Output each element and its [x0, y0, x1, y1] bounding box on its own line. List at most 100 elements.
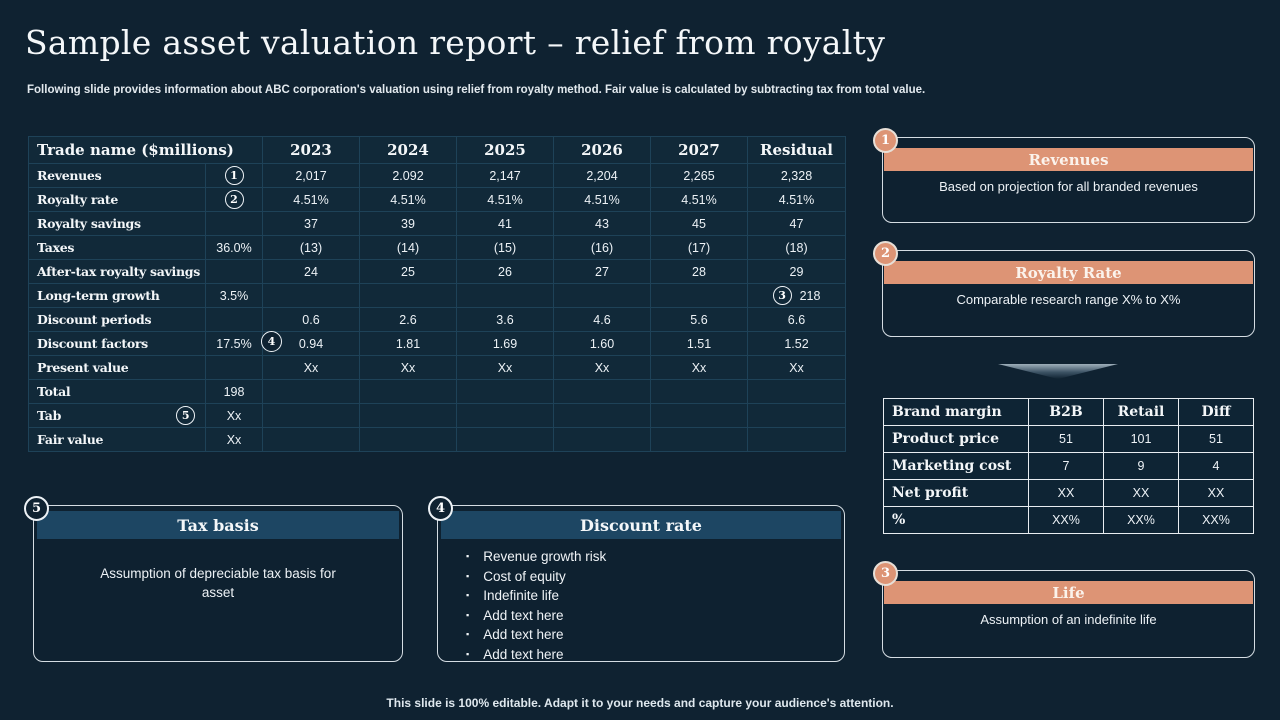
cell: 2,265	[650, 163, 748, 188]
row-label: Discount periods	[28, 307, 206, 332]
chevron-down-icon	[998, 364, 1118, 379]
residual-value: 218	[799, 288, 821, 303]
cell	[456, 427, 554, 452]
row-label: Royalty rate	[28, 187, 206, 212]
row-label: Fair value	[28, 427, 206, 452]
cell	[747, 379, 846, 404]
cell: XX%	[1028, 506, 1104, 534]
callout-title: Discount rate	[441, 511, 841, 539]
cell: 4.51%	[359, 187, 457, 212]
cell: 4.6	[553, 307, 651, 332]
col-header-2026: 2026	[553, 136, 651, 164]
cell-param	[205, 355, 263, 380]
cell: 4.51%	[553, 187, 651, 212]
number-marker-3: 3	[772, 286, 792, 305]
row-label: Total	[28, 379, 206, 404]
row-label: Present value	[28, 355, 206, 380]
cell: 4.51%	[262, 187, 360, 212]
cell: (18)	[747, 235, 846, 260]
cell-param	[205, 307, 263, 332]
table-row-taxes: Taxes 36.0% (13) (14) (15) (16) (17) (18…	[28, 235, 846, 260]
cell: (15)	[456, 235, 554, 260]
cell: 7	[1028, 452, 1104, 480]
cell: 1.51	[650, 331, 748, 356]
table-row-total: Total 198	[28, 379, 846, 404]
cell: 45	[650, 211, 748, 236]
cell-param: 198	[205, 379, 263, 404]
col-header-2023: 2023	[262, 136, 360, 164]
cell: 2.092	[359, 163, 457, 188]
cell: 4.51%	[456, 187, 554, 212]
row-label: Taxes	[28, 235, 206, 260]
cell: 29	[747, 259, 846, 284]
cell	[747, 427, 846, 452]
cell: XX%	[1103, 506, 1179, 534]
cell	[456, 283, 554, 308]
cell: 41	[456, 211, 554, 236]
cell: 2,147	[456, 163, 554, 188]
cell: (13)	[262, 235, 360, 260]
table-header-row: Trade name ($millions) 2023 2024 2025 20…	[28, 136, 846, 164]
cell-param: 1	[205, 163, 263, 188]
cell: 2.6	[359, 307, 457, 332]
cell: 27	[553, 259, 651, 284]
row-label: Revenues	[28, 163, 206, 188]
table-row-revenues: Revenues 1 2,017 2.092 2,147 2,204 2,265…	[28, 163, 846, 188]
cell	[262, 427, 360, 452]
cell-param: 17.5%	[205, 331, 263, 356]
cell: 26	[456, 259, 554, 284]
cell: Xx	[650, 355, 748, 380]
cell: XX	[1178, 479, 1254, 507]
cell: 2,328	[747, 163, 846, 188]
bullet-item: Add text here	[466, 607, 844, 627]
cell-param: Xx	[205, 403, 263, 428]
cell: Xx	[262, 355, 360, 380]
cell: XX%	[1178, 506, 1254, 534]
cell	[650, 403, 748, 428]
callout-title: Revenues	[884, 148, 1253, 171]
cell-param: 36.0%	[205, 235, 263, 260]
cell: 0.6	[262, 307, 360, 332]
cell: 39	[359, 211, 457, 236]
cell	[456, 403, 554, 428]
bullet-item: Add text here	[466, 626, 844, 646]
table-header-row: Brand margin B2B Retail Diff	[883, 398, 1254, 426]
cell-param	[205, 211, 263, 236]
cell: 4	[1178, 452, 1254, 480]
number-marker-5-badge: 5	[24, 496, 49, 521]
number-marker-5: 5	[176, 406, 195, 425]
cell	[359, 427, 457, 452]
callout-body: Comparable research range X% to X%	[956, 292, 1181, 307]
number-marker-3-badge: 3	[873, 561, 898, 586]
cell: Xx	[553, 355, 651, 380]
table-row-product-price: Product price 51 101 51	[883, 425, 1254, 453]
callout-body: Assumption of an indefinite life	[980, 612, 1157, 627]
table-row-royalty-savings: Royalty savings 37 39 41 43 45 47	[28, 211, 846, 236]
cell: 37	[262, 211, 360, 236]
table-row-after-tax-savings: After-tax royalty savings 24 25 26 27 28…	[28, 259, 846, 284]
cell: 28	[650, 259, 748, 284]
cell	[262, 403, 360, 428]
cell: XX	[1103, 479, 1179, 507]
cell	[650, 427, 748, 452]
callout-discount-rate: 4 Discount rate Revenue growth risk Cost…	[428, 496, 845, 665]
cell	[553, 379, 651, 404]
callout-tax-basis: 5 Tax basis Assumption of depreciable ta…	[24, 496, 403, 662]
cell: 4.51%	[650, 187, 748, 212]
cell	[650, 379, 748, 404]
bullet-item: Add text here	[466, 646, 844, 666]
cell: Xx	[456, 355, 554, 380]
cell-param: 2	[205, 187, 263, 212]
table-row-royalty-rate: Royalty rate 2 4.51% 4.51% 4.51% 4.51% 4…	[28, 187, 846, 212]
table-row-fair-value: Fair value Xx	[28, 427, 846, 452]
bullet-list: Revenue growth risk Cost of equity Indef…	[466, 548, 844, 665]
cell: Xx	[359, 355, 457, 380]
cell	[359, 403, 457, 428]
cell: 3.6	[456, 307, 554, 332]
number-marker-2: 2	[224, 190, 244, 209]
cell: 1.81	[359, 331, 457, 356]
cell: (17)	[650, 235, 748, 260]
callout-royalty-rate: 2 Royalty Rate Comparable research range…	[873, 241, 1255, 337]
row-label: Marketing cost	[883, 452, 1029, 480]
